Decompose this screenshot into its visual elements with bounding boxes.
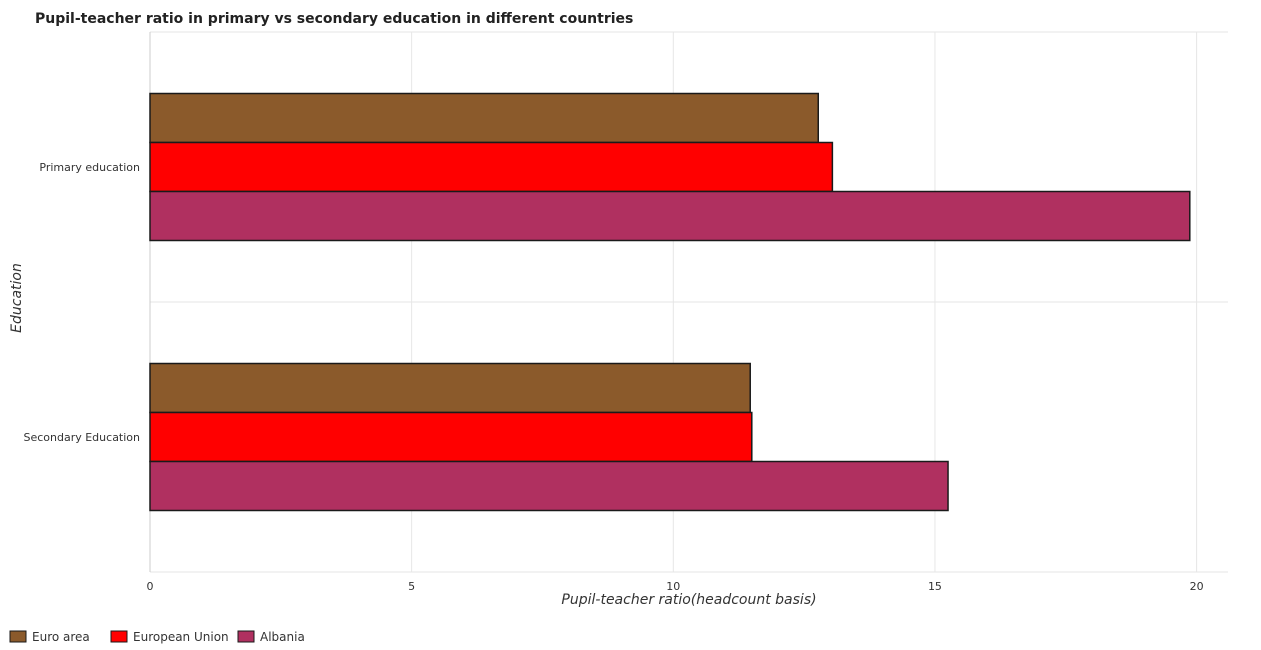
x-tick-label-4: 20 xyxy=(1190,580,1204,593)
x-axis-label: Pupil-teacher ratio(headcount basis) xyxy=(561,592,816,608)
y-tick-label-primary-education: Primary education xyxy=(39,161,140,174)
bars xyxy=(149,92,1191,512)
bar-secondary-education-european-union xyxy=(149,411,753,463)
bar-primary-education-european-union xyxy=(149,141,834,193)
bar-primary-education-euro-area xyxy=(149,92,820,144)
x-tick-label-3: 15 xyxy=(928,580,942,593)
legend-swatch-euro-area xyxy=(9,630,27,643)
legend-swatch-european-union xyxy=(110,630,128,643)
legend-label-euro-area: Euro area xyxy=(32,630,90,644)
y-tick-label-secondary-education: Secondary Education xyxy=(23,431,140,444)
y-axis-label: Education xyxy=(9,263,25,333)
bar-primary-education-albania xyxy=(149,190,1191,242)
legend: Euro area European Union Albania xyxy=(9,630,305,644)
legend-label-european-union: European Union xyxy=(133,630,229,644)
x-tick-label-0: 0 xyxy=(147,580,154,593)
bar-secondary-education-albania xyxy=(149,460,949,512)
x-axis-ticks: 0 5 10 15 20 xyxy=(147,580,1204,593)
legend-swatch-albania xyxy=(237,630,255,643)
chart-title: Pupil-teacher ratio in primary vs second… xyxy=(35,11,633,27)
x-tick-label-2: 10 xyxy=(666,580,680,593)
x-tick-label-1: 5 xyxy=(408,580,415,593)
bar-secondary-education-euro-area xyxy=(149,362,751,414)
legend-label-albania: Albania xyxy=(260,630,305,644)
y-axis-ticks: Primary education Secondary Education xyxy=(23,161,140,444)
